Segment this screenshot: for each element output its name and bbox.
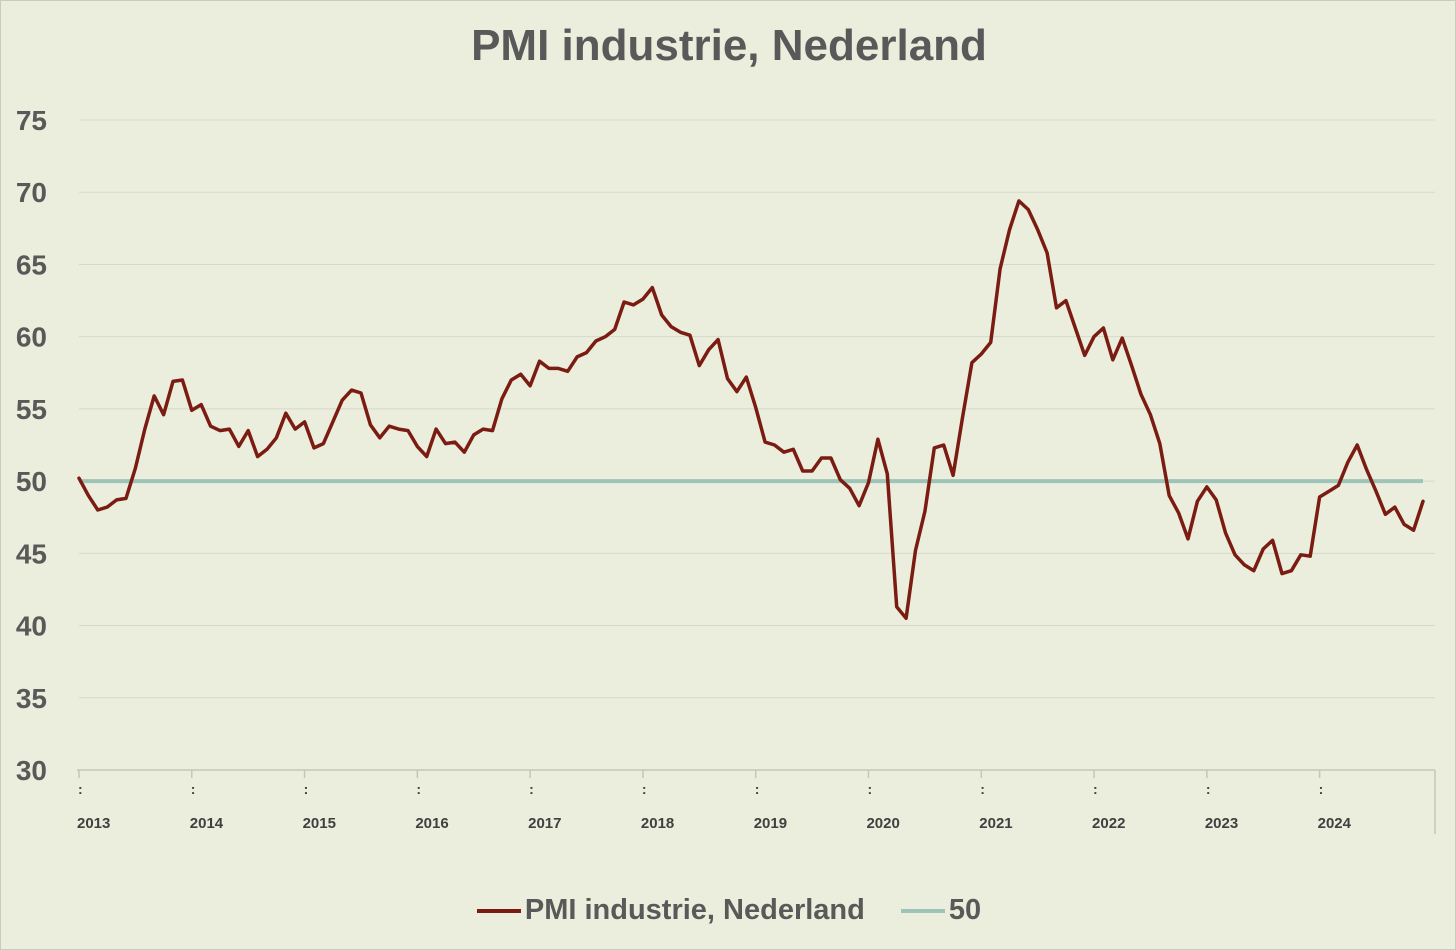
x-tick-label-2013: 2013 xyxy=(77,815,110,832)
x-tick-separator-2013: : xyxy=(78,781,83,797)
y-tick-label-30: 30 xyxy=(16,755,47,786)
x-tick-separator-2024: : xyxy=(1319,781,1324,797)
x-tick-separator-2018: : xyxy=(642,781,647,797)
x-tick-separator-2021: : xyxy=(980,781,985,797)
y-tick-label-35: 35 xyxy=(16,683,47,714)
y-tick-label-40: 40 xyxy=(16,611,47,642)
x-tick-separator-2015: : xyxy=(304,781,309,797)
series-line-pmi xyxy=(77,199,1425,621)
x-tick-separator-2017: : xyxy=(529,781,534,797)
chart-title: PMI industrie, Nederland xyxy=(471,21,987,70)
legend-swatch-pmi xyxy=(476,908,521,913)
y-tick-label-65: 65 xyxy=(16,249,47,280)
legend-label-50: 50 xyxy=(948,894,982,926)
x-tick-label-2021: 2021 xyxy=(979,815,1012,832)
x-tick-label-2018: 2018 xyxy=(641,815,674,832)
x-tick-label-2014: 2014 xyxy=(190,815,224,832)
x-tick-label-2020: 2020 xyxy=(866,815,899,832)
legend-item-pmi: PMI industrie, Nederland xyxy=(476,894,865,927)
x-tick-separator-2019: : xyxy=(755,781,760,797)
x-tick-separator-2023: : xyxy=(1206,781,1211,797)
y-tick-label-70: 70 xyxy=(16,177,47,208)
x-tick-label-2015: 2015 xyxy=(303,815,336,832)
legend: PMI industrie, Nederland 50 xyxy=(1,894,1456,927)
x-axis: : 2013: 2014: 2015: 2016: 2017: 2018: 2019: 2020… xyxy=(77,769,1436,834)
y-axis-ticks: 30 35 40 45 50 55 60 65 70 75 xyxy=(16,105,47,786)
y-tick-label-50: 50 xyxy=(16,466,47,497)
x-tick-separator-2016: : xyxy=(416,781,421,797)
series-lines xyxy=(77,199,1425,621)
x-tick-separator-2022: : xyxy=(1093,781,1098,797)
legend-swatch-50 xyxy=(900,908,945,913)
y-tick-label-45: 45 xyxy=(16,538,47,569)
legend-item-50: 50 xyxy=(900,894,982,927)
x-tick-label-2022: 2022 xyxy=(1092,815,1125,832)
x-tick-label-2023: 2023 xyxy=(1205,815,1238,832)
y-tick-label-55: 55 xyxy=(16,394,47,425)
x-tick-label-2024: 2024 xyxy=(1318,815,1352,832)
x-tick-separator-2020: : xyxy=(867,781,872,797)
x-tick-label-2017: 2017 xyxy=(528,815,561,832)
y-tick-label-60: 60 xyxy=(16,322,47,353)
legend-label-pmi: PMI industrie, Nederland xyxy=(524,894,865,926)
x-tick-separator-2014: : xyxy=(191,781,196,797)
y-tick-label-75: 75 xyxy=(16,105,47,136)
x-tick-label-2016: 2016 xyxy=(415,815,448,832)
x-tick-label-2019: 2019 xyxy=(754,815,787,832)
